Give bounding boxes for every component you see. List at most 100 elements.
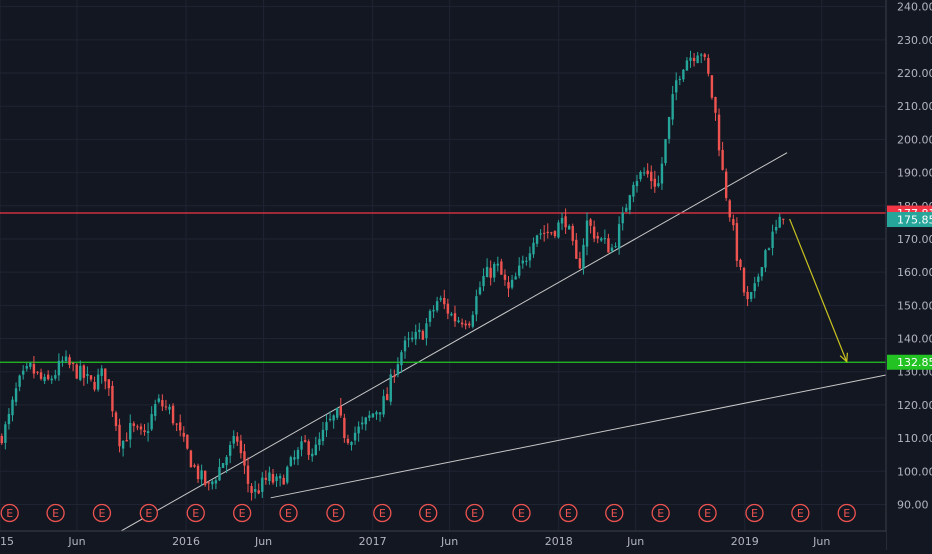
candle-body (311, 453, 314, 457)
vertical-grid (0, 0, 823, 531)
candle-body (443, 297, 446, 305)
x-tick-label: 2015 (0, 535, 14, 548)
candle-body (79, 365, 82, 380)
candle-body (129, 423, 132, 440)
candle-body (764, 250, 767, 268)
candle-body (207, 482, 210, 484)
x-tick-label: 2017 (359, 535, 387, 548)
x-tick-label: Jun (440, 535, 458, 548)
candle-body (57, 360, 61, 376)
x-tick-label: Jun (626, 535, 644, 548)
candle-body (203, 470, 207, 485)
candle-body (493, 264, 496, 278)
candle-body (150, 414, 153, 430)
candle-body (275, 476, 278, 482)
candle-body (564, 216, 567, 228)
y-tick-label: 90.00 (897, 498, 929, 511)
candle-body (778, 216, 781, 228)
earnings-marker-circle (559, 503, 578, 523)
candle-body (639, 172, 642, 180)
candle-body (582, 244, 585, 269)
candle-body (314, 444, 318, 456)
earnings-marker[interactable]: E (791, 503, 810, 523)
y-tick-label: 120.00 (897, 399, 932, 412)
earnings-marker[interactable]: E (139, 503, 159, 523)
candle-body (346, 438, 350, 443)
candle-body (93, 381, 96, 390)
candle-body (336, 408, 339, 418)
earnings-marker[interactable]: E (465, 503, 484, 523)
candle-body (546, 231, 549, 233)
candle-body (39, 372, 43, 379)
candle-body (200, 470, 203, 480)
y-tick-label: 150.00 (897, 299, 932, 312)
candle-body (532, 242, 535, 255)
candle-body (525, 260, 528, 262)
candle-body (478, 287, 482, 295)
earnings-marker-circle (373, 503, 392, 523)
candle-body (357, 426, 360, 434)
earnings-marker[interactable]: E (232, 503, 252, 523)
candle-body (407, 338, 410, 340)
earnings-marker[interactable]: E (0, 503, 19, 523)
candle-body (475, 296, 478, 315)
candle-body (96, 374, 100, 390)
candle-body (710, 75, 714, 98)
candle-body (232, 435, 235, 444)
candle-body (646, 170, 649, 175)
candle-body (557, 222, 560, 238)
earnings-marker[interactable]: E (605, 503, 624, 523)
candle-body (46, 374, 50, 380)
earnings-marker-circle (465, 503, 484, 523)
candle-body (253, 489, 257, 492)
candle-body (575, 239, 578, 259)
candle-body (485, 266, 489, 278)
projection-arrow (789, 218, 848, 364)
candle-body (196, 465, 200, 480)
candle-body (318, 439, 321, 446)
candle-body (528, 253, 532, 261)
candle-body (749, 291, 753, 299)
earnings-marker[interactable]: E (46, 503, 65, 523)
candle-body (717, 114, 721, 151)
earnings-marker-circle (186, 503, 205, 523)
y-tick-label: 100.00 (897, 465, 932, 478)
candle-body (325, 422, 328, 431)
earnings-marker[interactable]: E (92, 503, 112, 523)
candle-body (617, 224, 621, 249)
candle-body (703, 54, 706, 57)
candle-body (214, 480, 218, 484)
candle-body (735, 223, 739, 261)
candle-body (296, 449, 300, 460)
x-tick-label: 2018 (545, 535, 573, 548)
earnings-marker-label: E (518, 507, 525, 520)
candle-body (250, 486, 253, 493)
candle-body (471, 314, 475, 327)
y-tick-label: 200.00 (897, 133, 932, 146)
candle-body (193, 465, 196, 467)
earnings-marker[interactable]: E (698, 503, 717, 523)
x-tick-label: Jun (812, 535, 830, 548)
candlesticks (0, 50, 785, 501)
earnings-marker[interactable]: E (559, 503, 578, 523)
candle-body (243, 451, 246, 466)
earnings-marker[interactable]: E (512, 503, 531, 523)
candle-body (328, 418, 332, 421)
candle-body (211, 481, 214, 485)
candle-body (364, 417, 367, 425)
earnings-marker[interactable]: E (419, 503, 438, 523)
earnings-marker[interactable]: E (279, 503, 298, 523)
candle-body (300, 441, 303, 450)
earnings-marker[interactable]: E (373, 503, 392, 523)
earnings-marker[interactable]: E (745, 503, 764, 523)
candle-body (560, 217, 564, 224)
earnings-marker[interactable]: E (186, 503, 205, 523)
earnings-marker[interactable]: E (326, 503, 345, 523)
earnings-marker[interactable]: E (651, 503, 670, 523)
earnings-marker[interactable]: E (837, 503, 856, 523)
y-tick-label: 160.00 (897, 266, 932, 279)
candle-body (767, 248, 771, 251)
